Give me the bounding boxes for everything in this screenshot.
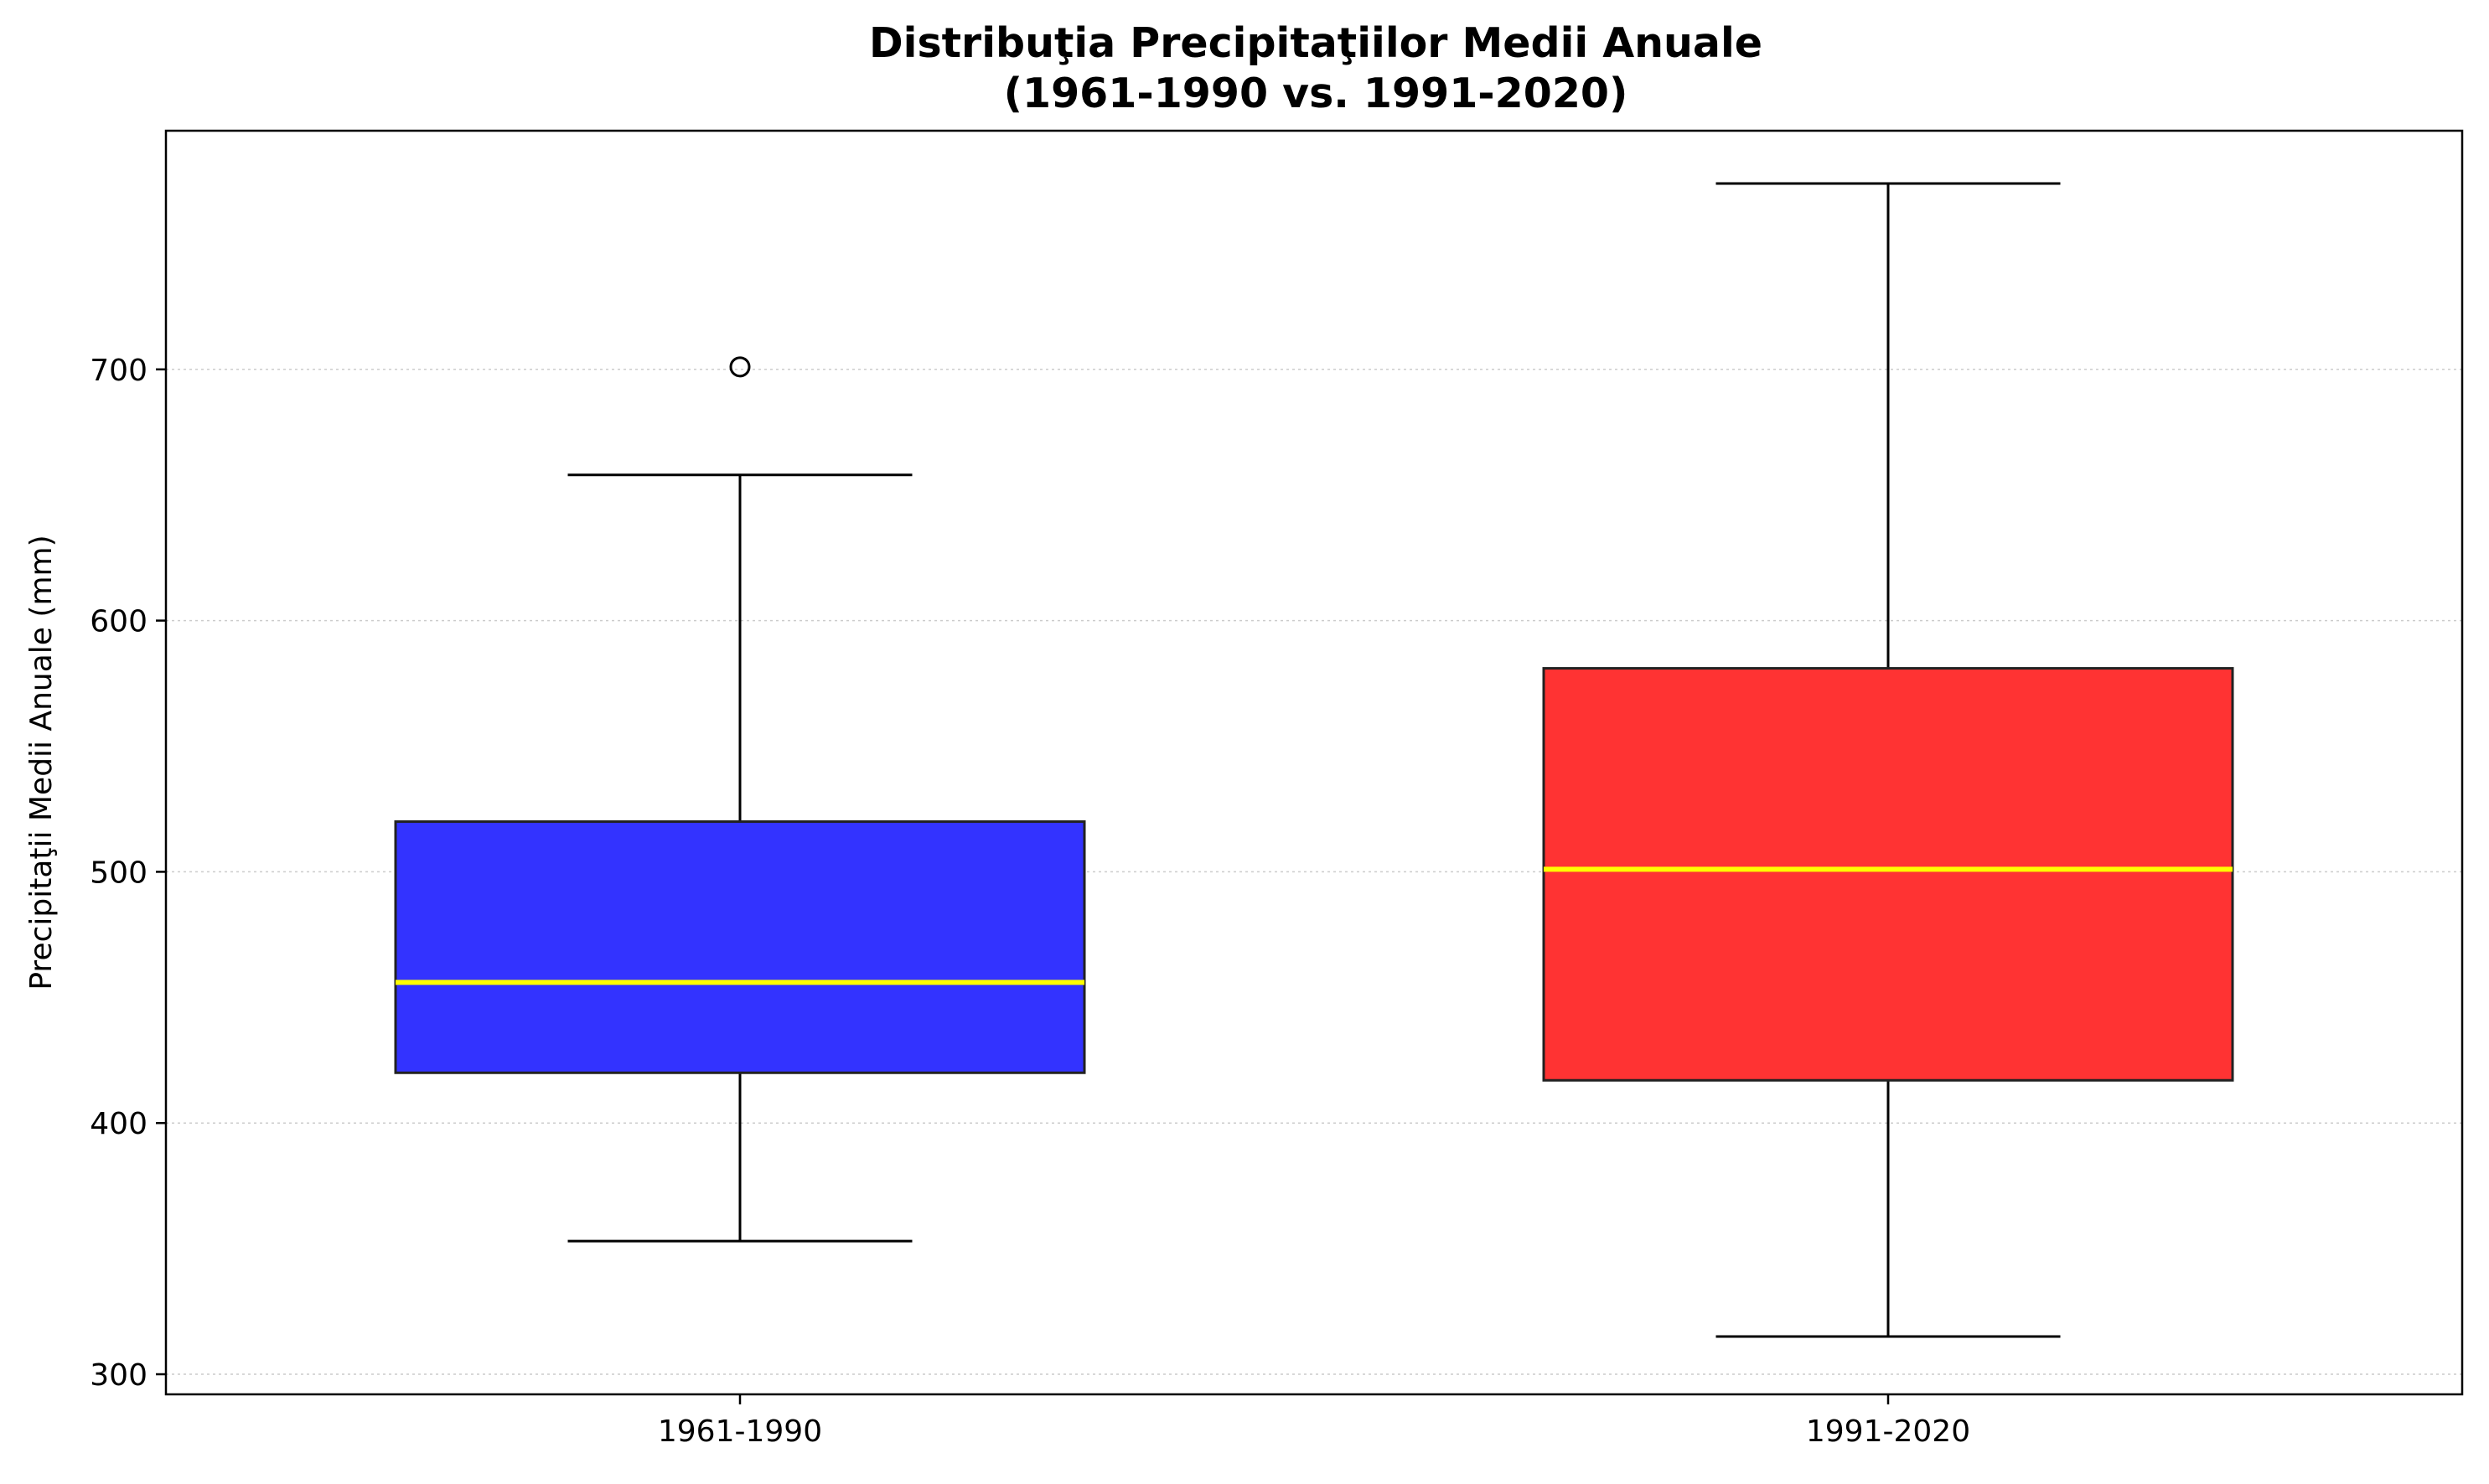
y-tick-label: 300 xyxy=(90,1358,147,1393)
plot-frame xyxy=(164,129,2464,1396)
chart-subtitle: (1961-1990 vs. 1991-2020) xyxy=(1004,70,1628,117)
plot-area xyxy=(394,182,2234,1338)
y-tick-label: 500 xyxy=(90,856,147,890)
box-group xyxy=(394,356,1086,1243)
box-body xyxy=(394,820,1086,1074)
x-tick-label: 1961-1990 xyxy=(658,1414,822,1449)
axes: 300 400 500 600 700 1961-1990 1991-2020 xyxy=(90,129,2464,1449)
y-tick-label: 600 xyxy=(90,605,147,639)
y-tick-label: 700 xyxy=(90,354,147,388)
box-group xyxy=(1542,182,2234,1338)
y-tick-label: 400 xyxy=(90,1107,147,1141)
box-body xyxy=(1542,667,2234,1082)
x-tick-label: 1991-2020 xyxy=(1806,1414,1970,1449)
chart-title: Distribuţia Precipitaţiilor Medii Anuale xyxy=(869,19,1762,67)
y-axis-label: Precipitaţii Medii Anuale (mm) xyxy=(24,535,59,990)
outlier-point xyxy=(729,356,751,378)
